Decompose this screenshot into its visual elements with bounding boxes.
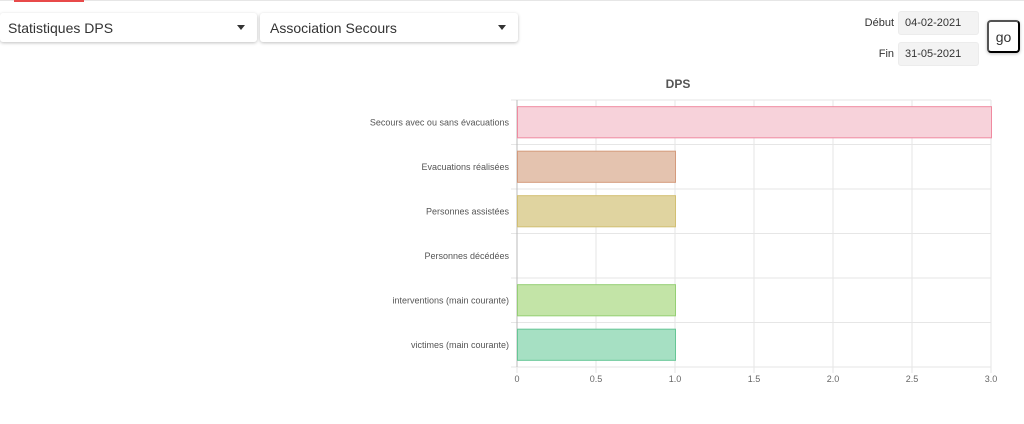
category-label: Personnes assistées [426,206,510,216]
go-button[interactable]: go [987,20,1020,53]
category-label: victimes (main courante) [411,340,509,350]
x-tick-label: 3.0 [985,374,998,384]
x-tick-label: 0 [514,374,519,384]
caret-down-icon [237,25,245,30]
x-tick-label: 2.5 [906,374,919,384]
statistics-type-value: Statistiques DPS [8,19,114,36]
statistics-type-select[interactable]: Statistiques DPS [0,13,257,42]
active-tab-indicator [14,0,84,2]
end-date-label: Fin [878,48,894,60]
bar [517,195,676,228]
caret-down-icon [498,25,506,30]
end-date-input[interactable] [898,42,979,66]
x-tick-label: 1.5 [748,374,761,384]
x-tick-label: 0.5 [590,374,603,384]
bar [517,150,676,183]
category-label: Personnes décédées [424,251,509,261]
category-label: interventions (main courante) [392,295,509,305]
chart-title: DPS [666,77,691,91]
bar [517,328,676,361]
category-label: Secours avec ou sans évacuations [370,117,510,127]
category-label: Evacuations réalisées [421,162,509,172]
x-tick-label: 2.0 [827,374,840,384]
x-tick-label: 1.0 [669,374,682,384]
association-value: Association Secours [270,19,397,36]
bar [517,284,676,317]
start-date-input[interactable] [898,11,979,35]
top-divider [0,0,1024,1]
association-select[interactable]: Association Secours [260,13,518,42]
bar [517,106,992,139]
start-date-label: Début [864,17,894,29]
